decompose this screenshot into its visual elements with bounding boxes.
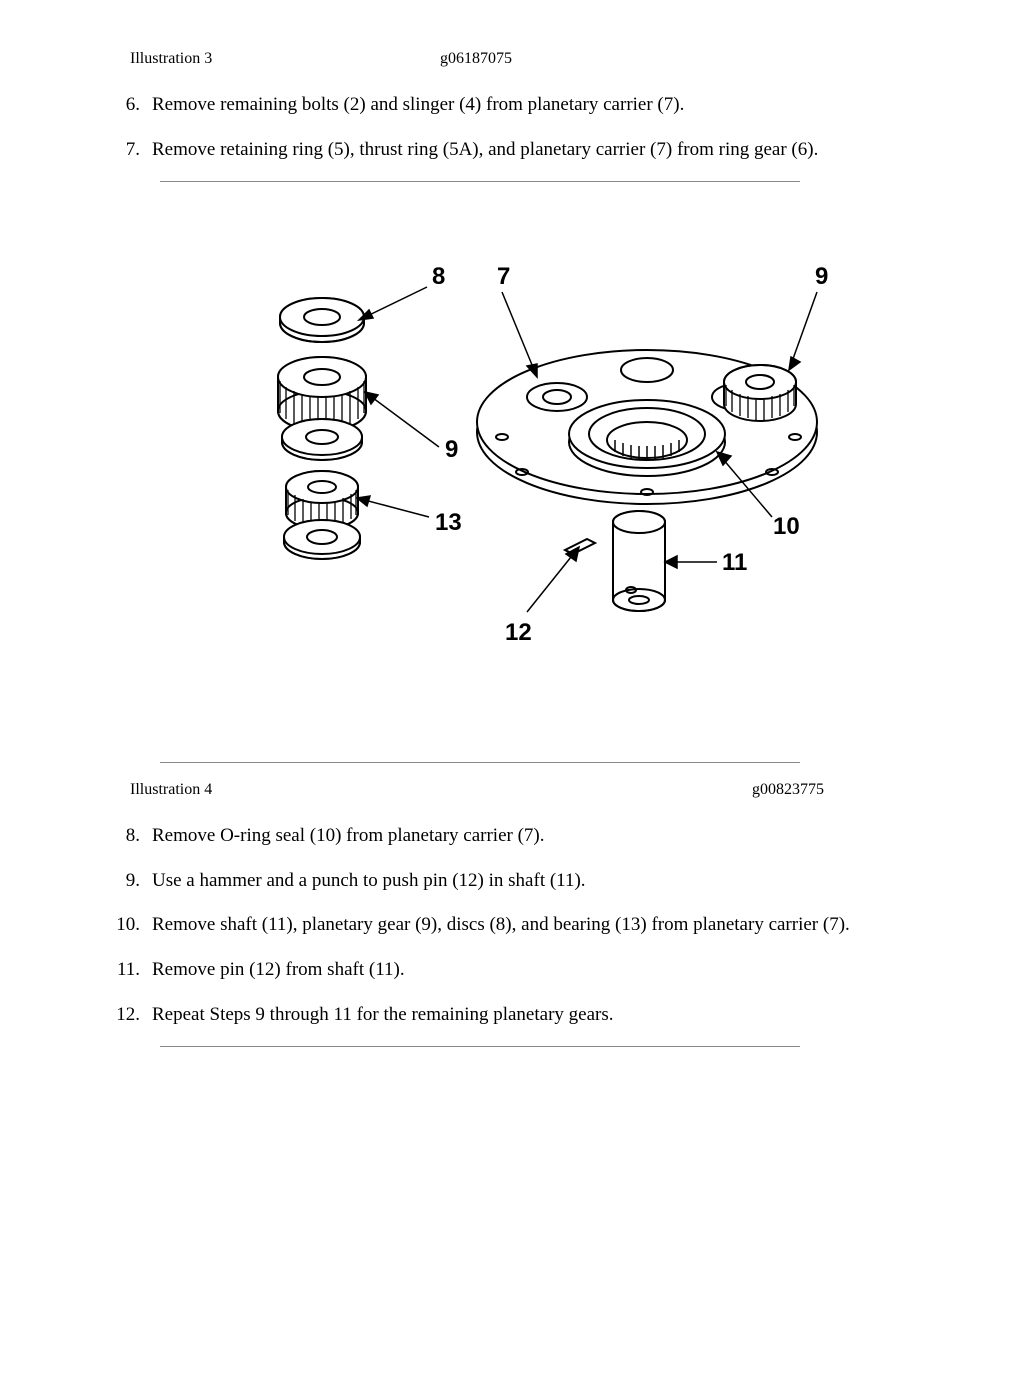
- callout-8: 8: [432, 263, 445, 290]
- step-11: 11. Remove pin (12) from shaft (11).: [30, 957, 994, 984]
- step-text: Use a hammer and a punch to push pin (12…: [152, 868, 586, 895]
- step-7: 7. Remove retaining ring (5), thrust rin…: [30, 137, 994, 164]
- step-12: 12. Repeat Steps 9 through 11 for the re…: [30, 1002, 994, 1029]
- illustration-4-label: Illustration 4: [130, 781, 212, 799]
- step-number: 9.: [30, 868, 152, 895]
- step-number: 10.: [30, 912, 152, 939]
- illustration-4-figure: 8 7 9 9 13 10 11 12: [30, 242, 994, 682]
- callout-13: 13: [435, 509, 462, 536]
- step-text: Remove pin (12) from shaft (11).: [152, 957, 405, 984]
- callout-10: 10: [773, 513, 800, 540]
- callout-9-top: 9: [815, 263, 828, 290]
- step-10: 10. Remove shaft (11), planetary gear (9…: [30, 912, 994, 939]
- callout-12: 12: [505, 619, 532, 646]
- callout-11: 11: [722, 549, 747, 576]
- step-number: 6.: [30, 92, 152, 119]
- step-number: 8.: [30, 823, 152, 850]
- step-text: Remove remaining bolts (2) and slinger (…: [152, 92, 684, 119]
- illustration-3-caption: Illustration 3 g06187075: [130, 50, 994, 68]
- illustration-3-label: Illustration 3: [130, 50, 440, 68]
- step-9: 9. Use a hammer and a punch to push pin …: [30, 868, 994, 895]
- step-number: 11.: [30, 957, 152, 984]
- illustration-3-code: g06187075: [440, 50, 512, 68]
- step-6: 6. Remove remaining bolts (2) and slinge…: [30, 92, 994, 119]
- divider: [160, 762, 800, 763]
- step-8: 8. Remove O-ring seal (10) from planetar…: [30, 823, 994, 850]
- steps-list-top: 6. Remove remaining bolts (2) and slinge…: [30, 92, 994, 163]
- divider: [160, 1046, 800, 1047]
- illustration-4-code: g00823775: [752, 781, 824, 799]
- callout-9-mid: 9: [445, 436, 458, 463]
- step-text: Remove O-ring seal (10) from planetary c…: [152, 823, 545, 850]
- exploded-diagram-svg: 8 7 9 9 13 10 11 12: [187, 242, 837, 682]
- steps-list-bottom: 8. Remove O-ring seal (10) from planetar…: [30, 823, 994, 1028]
- callout-7: 7: [497, 263, 510, 290]
- step-number: 7.: [30, 137, 152, 164]
- step-number: 12.: [30, 1002, 152, 1029]
- step-text: Repeat Steps 9 through 11 for the remain…: [152, 1002, 614, 1029]
- illustration-4-caption: Illustration 4 g00823775: [130, 781, 824, 799]
- divider: [160, 181, 800, 182]
- step-text: Remove shaft (11), planetary gear (9), d…: [152, 912, 850, 939]
- step-text: Remove retaining ring (5), thrust ring (…: [152, 137, 818, 164]
